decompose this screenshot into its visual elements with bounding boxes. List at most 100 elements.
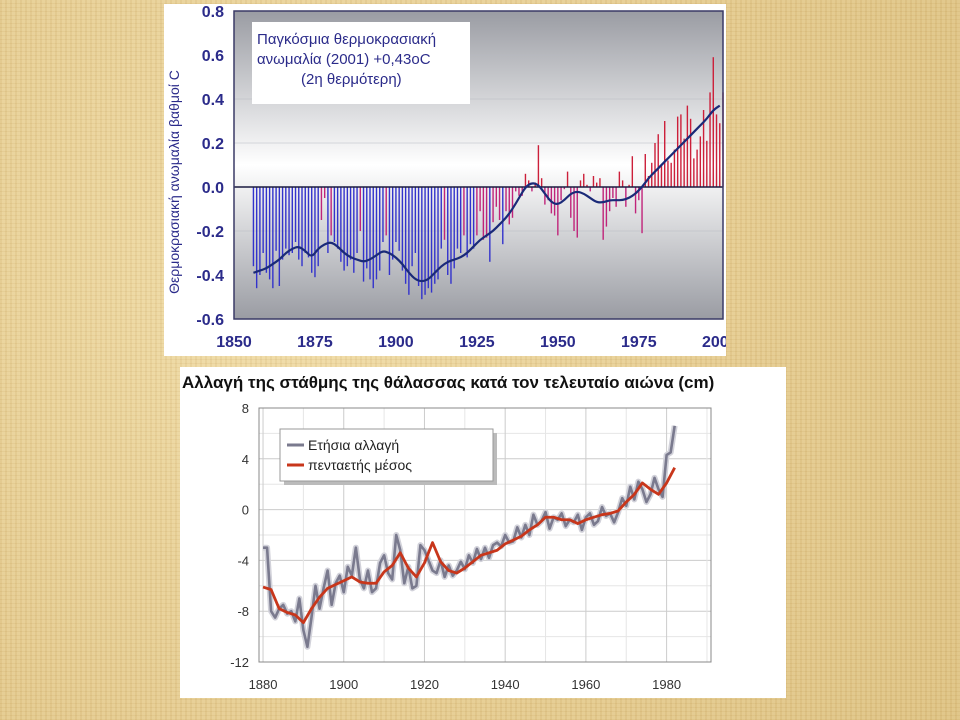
temperature-bar xyxy=(657,134,659,187)
temperature-bar xyxy=(259,187,261,275)
temperature-bar xyxy=(463,187,465,236)
x-tick-label: 1920 xyxy=(410,677,439,692)
temperature-bar xyxy=(362,187,365,282)
temperature-bar xyxy=(557,187,559,236)
temperature-anomaly-svg: 0.8 0.6 0.4 0.2 0.0 -0.2 -0.4 -0.6 1850 1875 1900… xyxy=(166,4,726,351)
temperature-bar xyxy=(693,158,695,187)
temperature-bar xyxy=(502,187,504,245)
temperature-bar xyxy=(664,121,666,187)
temperature-bar xyxy=(676,116,679,187)
y-tick-label: 8 xyxy=(242,401,249,416)
temperature-bar xyxy=(385,187,387,236)
temperature-bar xyxy=(476,187,478,236)
temperature-bar xyxy=(482,187,485,240)
y-tick-label: 4 xyxy=(242,452,249,467)
legend: Ετήσια αλλαγή πενταετής μέσος xyxy=(279,428,497,485)
temperature-bar xyxy=(570,187,572,218)
annotation-line-1: Παγκόσμια θερμοκρασιακή xyxy=(257,31,436,48)
x-tick-labels: 1850 1875 1900 1925 1950 1975 2000 xyxy=(216,334,726,351)
temperature-bar xyxy=(515,187,517,192)
y-tick-label: 0.6 xyxy=(202,48,224,65)
temperature-bar xyxy=(272,187,274,289)
temperature-bar xyxy=(298,187,300,260)
temperature-bar xyxy=(667,160,669,187)
temperature-bar xyxy=(680,114,682,187)
temperature-bar xyxy=(492,187,494,223)
temperature-bar xyxy=(696,149,698,187)
temperature-bar xyxy=(333,187,336,242)
y-tick-label: -0.6 xyxy=(196,312,224,329)
temperature-bar xyxy=(359,187,361,231)
temperature-bar xyxy=(366,187,368,269)
five-year-mean-line xyxy=(262,467,676,625)
y-tick-label: 0.0 xyxy=(202,180,224,197)
y-tick-labels: 8 4 0 -4 -8 -12 xyxy=(230,401,249,670)
temperature-bar xyxy=(608,187,611,212)
temperature-bar xyxy=(265,187,268,273)
temperature-bar xyxy=(544,187,546,205)
x-tick-label: 1980 xyxy=(652,677,681,692)
y-tick-label: 0.2 xyxy=(202,136,224,153)
x-tick-label: 1850 xyxy=(216,334,252,351)
temperature-bar xyxy=(573,187,575,231)
temperature-bar xyxy=(411,187,413,267)
temperature-bar xyxy=(479,187,481,212)
legend-label-five-year: πενταετής μέσος xyxy=(308,457,412,473)
temperature-bar xyxy=(252,187,255,267)
temperature-bar xyxy=(278,187,281,286)
temperature-bar xyxy=(537,145,540,187)
temperature-bar xyxy=(641,187,643,234)
temperature-bar xyxy=(712,57,714,188)
temperature-bar xyxy=(346,187,349,267)
temperature-bar xyxy=(621,180,624,187)
annotation-line-2: ανωμαλία (2001) +0,43oC xyxy=(257,51,431,68)
temperature-bar xyxy=(285,187,287,249)
temperature-bar xyxy=(443,187,446,240)
annual-bars xyxy=(252,57,724,300)
temperature-bar xyxy=(382,187,384,242)
temperature-bar xyxy=(440,187,442,249)
x-tick-labels: 1880 1900 1920 1940 1960 1980 xyxy=(249,677,681,692)
plot-frame xyxy=(258,407,712,663)
temperature-bar xyxy=(262,187,264,253)
temperature-bar xyxy=(417,187,420,286)
temperature-bar xyxy=(706,140,708,187)
smoothed-curve xyxy=(253,104,721,283)
temperature-bar xyxy=(547,187,549,201)
temperature-bar xyxy=(596,182,598,187)
temperature-bar xyxy=(301,187,303,267)
temperature-bar xyxy=(372,187,374,289)
y-tick-label: -12 xyxy=(230,655,249,670)
temperature-bar xyxy=(586,184,588,187)
temperature-bar xyxy=(686,105,689,187)
temperature-bar xyxy=(353,187,355,273)
temperature-bar xyxy=(699,136,702,187)
temperature-bar xyxy=(508,187,510,225)
sea-level-svg: Αλλαγή της στάθμης της θάλασσας κατά τον… xyxy=(182,373,714,692)
temperature-bar xyxy=(673,149,676,187)
y-tick-label: 0.8 xyxy=(202,4,224,21)
temperature-bar xyxy=(314,187,316,278)
annotation-line-3: (2η θερμότερη) xyxy=(301,71,402,88)
temperature-bar xyxy=(453,187,455,269)
temperature-bar xyxy=(437,187,439,280)
temperature-bar xyxy=(625,187,627,207)
temperature-bar xyxy=(583,173,585,187)
temperature-bar xyxy=(553,187,556,216)
temperature-bar xyxy=(317,187,319,267)
temperature-bar xyxy=(634,187,637,214)
y-tick-label: -8 xyxy=(237,604,249,619)
temperature-bar xyxy=(404,187,407,284)
annual-series-line xyxy=(263,425,676,649)
temperature-bar xyxy=(576,187,578,238)
temperature-bar xyxy=(612,187,614,198)
temperature-bar xyxy=(323,187,326,198)
temperature-bar xyxy=(401,187,404,271)
temperature-bar xyxy=(408,187,410,295)
temperature-bar xyxy=(369,187,371,280)
temperature-bar xyxy=(466,187,468,258)
temperature-bar xyxy=(566,171,569,187)
temperature-bar xyxy=(330,187,332,236)
temperature-bar xyxy=(291,187,293,253)
temperature-bar xyxy=(702,110,705,187)
